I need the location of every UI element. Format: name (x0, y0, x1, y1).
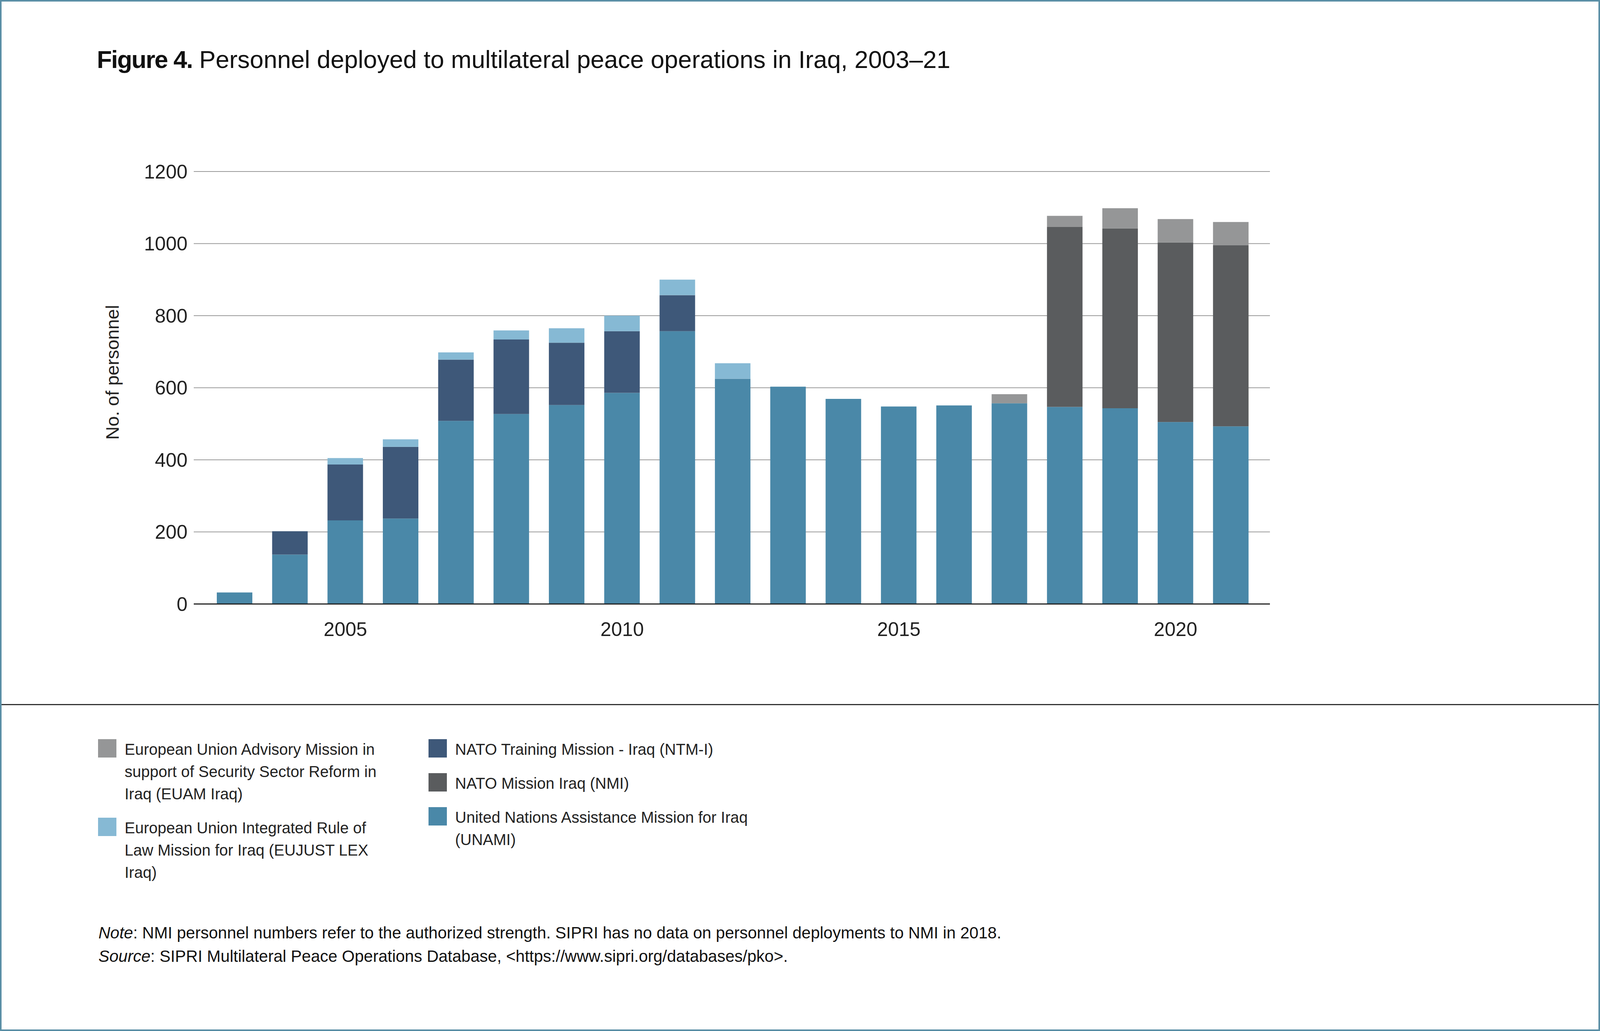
html-text:NATO Training Mission - Iraq (: NATO Training Mission - Iraq (NTM-I) (455, 740, 714, 758)
html-text:No. of personnel: No. of personnel (101, 304, 123, 440)
svg-text:2015: 2015 (876, 618, 921, 641)
svg-text:800: 800 (155, 305, 188, 327)
html-text:Source: SIPRI Multilateral Pea: Source: SIPRI Multilateral Peace Operati… (98, 946, 788, 966)
svg-text:2005: 2005 (323, 618, 368, 641)
svg-text:600: 600 (155, 376, 188, 399)
svg-text:1200: 1200 (144, 160, 188, 183)
html-text:United Nations Assistance Miss: United Nations Assistance Mission for Ir… (455, 808, 748, 849)
svg-text:0: 0 (176, 593, 188, 616)
svg-text:2020: 2020 (1153, 618, 1198, 641)
svg-text:400: 400 (155, 449, 188, 472)
html-text:European Union Advisory Missio: European Union Advisory Mission in suppo… (124, 740, 377, 803)
html-text:NATO Mission Iraq (NMI): NATO Mission Iraq (NMI) (455, 774, 629, 792)
svg-text:200: 200 (155, 521, 188, 543)
svg-text:1000: 1000 (144, 232, 188, 255)
html-text:Note: NMI personnel numbers re: Note: NMI personnel numbers refer to the… (98, 923, 1002, 942)
html-text:European Union Integrated Rule: European Union Integrated Rule of Law Mi… (124, 819, 369, 881)
svg-text:2010: 2010 (600, 618, 644, 641)
html-text:Figure 4. Personnel deployed t: Figure 4. Personnel deployed to multilat… (96, 45, 951, 74)
